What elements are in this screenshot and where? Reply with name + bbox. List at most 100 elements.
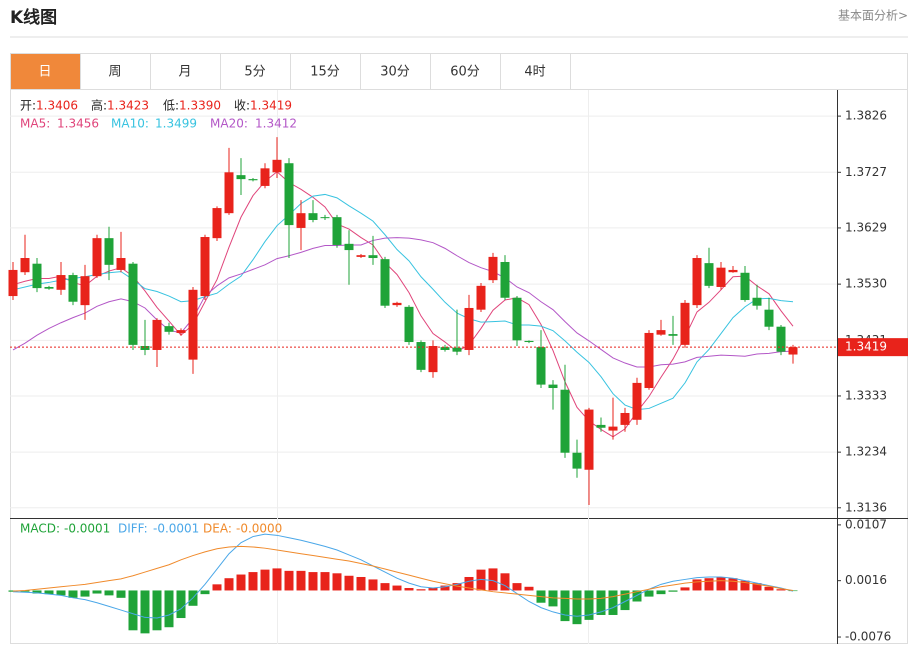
candle-body [248, 179, 258, 181]
macd-bar [236, 574, 246, 591]
macd-bar [116, 590, 126, 598]
period-tab[interactable] [80, 53, 151, 90]
macd-bar [572, 590, 582, 625]
macd-bar [32, 590, 42, 594]
legend-name: DEA: [203, 522, 232, 536]
legend-name: MA20: [210, 117, 248, 131]
macd-bar [680, 587, 690, 591]
candle-body [512, 297, 522, 341]
period-tab-label[interactable]: 15分 [310, 65, 340, 80]
candle-body [212, 208, 222, 239]
candle-body [176, 330, 186, 333]
candle-body [428, 346, 438, 373]
candle-body [164, 326, 174, 332]
macd-line [12, 533, 794, 619]
macd-bar [752, 583, 762, 591]
candle-body [104, 238, 114, 265]
macd-bar [620, 590, 630, 611]
quote-value: 1.3390 [179, 99, 221, 113]
macd-bar [644, 590, 654, 597]
candle-body [308, 213, 318, 220]
candle-body [128, 263, 138, 345]
period-tab-label[interactable]: 4时 [524, 65, 545, 80]
candle-body [548, 384, 558, 389]
candle-body [44, 286, 54, 289]
candle-body [536, 347, 546, 385]
legend-value: 1.3412 [255, 117, 297, 131]
quote-value: 1.3419 [250, 99, 292, 113]
candle-body [140, 346, 150, 350]
legend-name: MA5: [20, 117, 50, 131]
macd-bar [356, 576, 366, 591]
macd-bar [248, 572, 258, 591]
candle-body [404, 306, 414, 343]
macd-bar [560, 590, 570, 622]
period-tab-label[interactable]: 5分 [244, 65, 265, 80]
macd-bar [128, 590, 138, 631]
candle-body [608, 426, 618, 431]
candle-body [716, 267, 726, 287]
macd-bar [452, 583, 462, 591]
macd-bar [596, 590, 606, 615]
macd-bar [656, 590, 666, 595]
macd-bar [728, 578, 738, 591]
period-tab[interactable] [500, 53, 571, 90]
candle-body [728, 269, 738, 273]
candle-body [152, 319, 162, 350]
candle-body [584, 409, 594, 470]
macd-bar [308, 572, 318, 591]
candle-body [560, 389, 570, 453]
candle-body [488, 256, 498, 281]
y-tick-label: 1.3727 [845, 165, 887, 179]
candle-body [656, 330, 666, 335]
candle-body [668, 334, 678, 336]
macd-bar [704, 578, 714, 591]
candle-body [452, 347, 462, 352]
candle-body [260, 168, 270, 186]
period-tab-label[interactable]: 月 [178, 65, 191, 80]
candle-body [620, 412, 630, 425]
quote-value: 1.3406 [36, 99, 78, 113]
candle-body [8, 269, 18, 297]
macd-bar [392, 585, 402, 591]
macd-bar [740, 580, 750, 591]
period-tab-label[interactable]: 60分 [450, 65, 480, 80]
quote-label: 低: [163, 99, 179, 113]
period-tab[interactable] [290, 53, 361, 90]
macd-bar [764, 586, 774, 591]
period-tab-label[interactable]: 日 [38, 65, 51, 80]
macd-bar [344, 575, 354, 591]
candle-body [20, 258, 30, 273]
candle-body [644, 332, 654, 389]
candle-body [116, 258, 126, 270]
analysis-link[interactable]: 基本面分析> [838, 9, 908, 23]
macd-bar [500, 573, 510, 591]
candle-body [368, 255, 378, 259]
macd-bar [224, 578, 234, 591]
macd-bar [716, 576, 726, 591]
candle-body [752, 297, 762, 306]
period-tabs: 日 周 月 5分 15分 30分 60分 4时 [10, 53, 571, 90]
macd-bar [140, 590, 150, 634]
y-tick-label: 1.3826 [845, 109, 887, 123]
legend-value: -0.0001 [64, 522, 110, 536]
macd-bar [212, 584, 222, 591]
period-tab[interactable] [10, 53, 81, 90]
period-tab-label[interactable]: 周 [108, 65, 121, 80]
candle-body [632, 382, 642, 420]
period-tab-label[interactable]: 30分 [380, 65, 410, 80]
period-tab[interactable] [430, 53, 501, 90]
candle-body [416, 342, 426, 370]
candle-body [440, 347, 450, 350]
period-tab[interactable] [220, 53, 291, 90]
quote-label: 收: [234, 99, 250, 113]
candle-body [740, 272, 750, 301]
macd-bar [200, 590, 210, 595]
macd-bar [416, 589, 426, 591]
candle-body [92, 238, 102, 277]
y-tick-label: -0.0076 [845, 630, 891, 644]
legend-value: -0.0000 [236, 522, 282, 536]
candle-body [380, 259, 390, 306]
period-tab[interactable] [150, 53, 221, 90]
candle-body [188, 289, 198, 360]
